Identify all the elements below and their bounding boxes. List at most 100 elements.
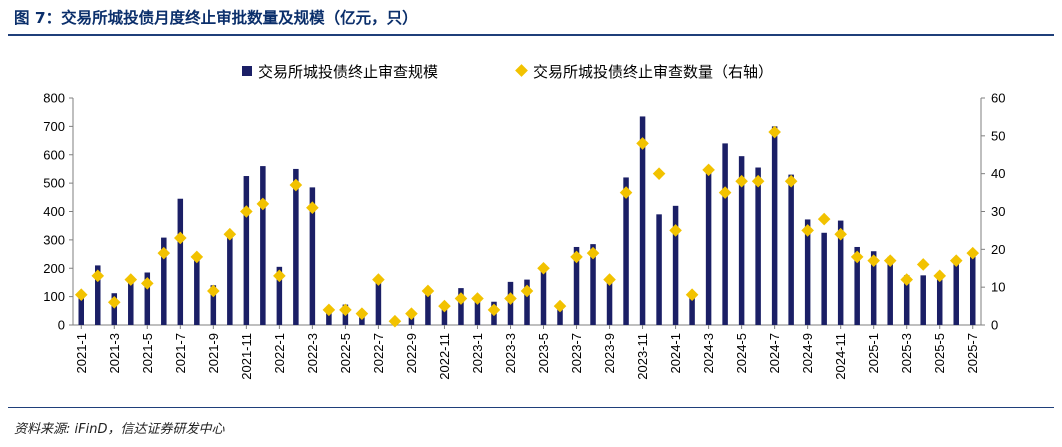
y-right-tick-label: 40 (991, 166, 1005, 181)
bar (194, 255, 200, 325)
x-tick-label: 2022-5 (338, 333, 353, 373)
bar (590, 244, 596, 325)
x-tick-label: 2025-5 (932, 333, 947, 373)
bar (309, 187, 316, 325)
x-tick-label: 2024-11 (833, 333, 848, 380)
bar (771, 126, 778, 325)
x-tick-label: 2021-1 (74, 333, 89, 373)
bar (837, 220, 844, 325)
bar (788, 174, 794, 325)
x-tick-label: 2022-9 (404, 333, 419, 373)
x-tick-label: 2023-5 (536, 333, 551, 373)
x-tick-label: 2024-3 (701, 333, 716, 373)
bar (177, 198, 184, 325)
x-tick-label: 2024-5 (734, 333, 749, 373)
x-tick-label: 2022-1 (272, 333, 287, 373)
legend-marker-swatch (515, 64, 528, 77)
marker-point (207, 284, 220, 298)
marker-point (817, 212, 831, 226)
y-left-tick-label: 800 (43, 91, 65, 106)
marker-point (916, 258, 930, 271)
bar (540, 265, 547, 325)
bar (78, 296, 85, 325)
marker-point (487, 303, 501, 317)
marker-point (372, 273, 385, 286)
bar (95, 265, 101, 325)
marker-point (273, 269, 286, 283)
marker-point (850, 250, 864, 264)
y-left-tick-label: 600 (43, 147, 65, 162)
title-rule (8, 34, 1054, 36)
bar (656, 214, 662, 325)
bar (738, 156, 745, 325)
x-tick-label: 2023-3 (503, 333, 518, 373)
marker-point (652, 167, 666, 180)
marker-point (289, 178, 303, 192)
bar (111, 293, 118, 325)
marker-point (240, 205, 253, 218)
y-right-tick-label: 0 (991, 318, 998, 333)
marker-point (388, 314, 402, 328)
x-tick-label: 2024-1 (668, 333, 683, 373)
marker-point (669, 224, 682, 237)
marker-point (438, 299, 451, 313)
marker-point (834, 227, 847, 241)
y-left-tick-label: 100 (43, 289, 65, 304)
bar (903, 275, 910, 325)
y-left-tick-label: 700 (43, 119, 65, 134)
marker-point (421, 284, 435, 298)
bar (705, 170, 712, 325)
bar (243, 176, 250, 325)
marker-point (603, 273, 616, 286)
bar (293, 168, 299, 325)
bar (161, 237, 167, 325)
x-tick-label: 2024-9 (800, 333, 815, 373)
bar (326, 310, 332, 325)
bar (276, 266, 283, 325)
x-tick-label: 2023-1 (470, 333, 485, 373)
x-tick-label: 2025-7 (965, 333, 980, 373)
bar (672, 205, 679, 325)
y-left-tick-label: 0 (58, 318, 65, 333)
bar (408, 317, 415, 325)
marker-point (801, 224, 814, 237)
y-right-tick-label: 60 (991, 91, 1005, 106)
x-tick-label: 2021-9 (206, 333, 221, 373)
bar (689, 298, 695, 325)
x-tick-label: 2024-7 (767, 333, 782, 373)
x-tick-label: 2021-7 (173, 333, 188, 373)
y-right-tick-label: 20 (991, 242, 1005, 257)
marker-point (933, 269, 947, 283)
y-left-tick-label: 200 (43, 261, 65, 276)
marker-point (256, 197, 270, 211)
bar (557, 307, 563, 325)
marker-point (405, 307, 418, 320)
bar (936, 273, 943, 325)
marker-point (504, 292, 517, 305)
bar (227, 232, 233, 325)
marker-point (900, 273, 914, 286)
bar (210, 285, 217, 325)
x-tick-label: 2022-11 (437, 333, 452, 380)
bar (969, 254, 976, 325)
x-tick-label: 2022-3 (305, 333, 320, 373)
bar (524, 279, 530, 325)
marker-point (454, 292, 468, 305)
marker-point (685, 288, 699, 302)
x-tick-label: 2025-1 (866, 333, 881, 373)
x-tick-label: 2021-3 (107, 333, 122, 373)
bar-series (78, 116, 976, 325)
marker-point (751, 174, 765, 188)
marker-point (553, 299, 567, 313)
marker-point (74, 288, 88, 302)
bar (854, 246, 860, 325)
marker-point (520, 284, 534, 298)
bar (260, 166, 266, 325)
marker-point (157, 246, 171, 260)
axes: 0 100 200 300 400 500 600 700 800 0 10 20 30 40 50 60 20… (43, 91, 1005, 380)
marker-point (322, 303, 336, 317)
marker-point (867, 254, 880, 267)
bar (573, 246, 580, 325)
bar (458, 288, 464, 325)
